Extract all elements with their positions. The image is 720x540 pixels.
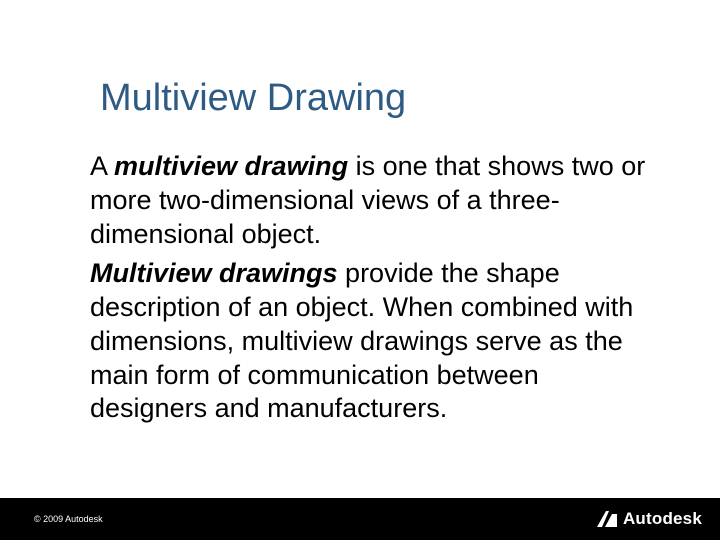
- p2-run1-bolditalic: Multiview drawings: [90, 258, 338, 288]
- slide: Multiview Drawing A multiview drawing is…: [0, 0, 720, 540]
- footer-bar: © 2009 Autodesk Autodesk: [0, 498, 720, 540]
- copyright-text: © 2009 Autodesk: [34, 514, 103, 524]
- autodesk-logo-text: Autodesk: [623, 509, 702, 529]
- autodesk-logo: Autodesk: [597, 509, 702, 529]
- slide-body: A multiview drawing is one that shows tw…: [90, 150, 650, 426]
- autodesk-logo-icon: [597, 511, 617, 527]
- paragraph-2: Multiview drawings provide the shape des…: [90, 257, 650, 426]
- slide-title: Multiview Drawing: [100, 78, 406, 120]
- p1-run2-bolditalic: multiview drawing: [114, 151, 348, 181]
- p1-run1: A: [90, 151, 114, 181]
- paragraph-1: A multiview drawing is one that shows tw…: [90, 150, 650, 251]
